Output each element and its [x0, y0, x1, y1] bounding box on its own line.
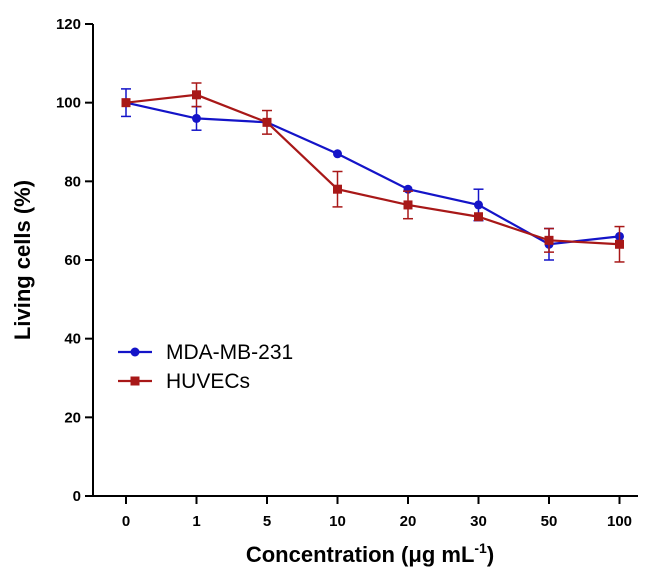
y-tick-label: 0 [73, 488, 81, 505]
legend: MDA-MB-231 HUVECs [118, 341, 293, 393]
y-tick-label: 80 [64, 173, 81, 190]
data-point [121, 98, 131, 108]
x-tick-label: 30 [470, 513, 487, 530]
y-tick-label: 60 [64, 252, 81, 269]
y-tick-label: 20 [64, 409, 81, 426]
legend-item-0: MDA-MB-231 [118, 341, 293, 364]
data-point [403, 200, 413, 210]
legend-label: MDA-MB-231 [166, 341, 293, 364]
data-point [333, 149, 342, 159]
x-tick-label: 100 [607, 513, 632, 530]
x-tick-label: 20 [400, 513, 417, 530]
y-tick-label: 100 [56, 95, 81, 112]
x-axis-title: Concentration (μg mL-1) [246, 540, 494, 567]
x-axis-title-main: Concentration (μg mL [246, 542, 475, 567]
y-tick-label: 40 [64, 331, 81, 348]
x-axis-title-superscript: -1 [474, 540, 487, 556]
series-1 [121, 82, 625, 263]
data-point [615, 239, 624, 249]
data-point [474, 212, 483, 222]
x-tick-label: 10 [329, 513, 346, 530]
data-point [333, 184, 342, 194]
data-point [474, 200, 483, 210]
data-point [262, 117, 272, 127]
axes: 0 20 40 60 80 100 120 0 1 5 10 20 30 50 100 [56, 16, 638, 530]
legend-label: HUVECs [166, 370, 250, 393]
y-tick-label: 120 [56, 16, 81, 33]
x-tick-label: 50 [541, 513, 558, 530]
data-point [192, 113, 201, 123]
data-point [192, 90, 201, 100]
legend-item-1: HUVECs [118, 370, 250, 393]
x-axis-title-close: ) [487, 542, 494, 567]
legend-marker [130, 347, 140, 357]
series-layer [121, 82, 625, 263]
x-tick-label: 0 [122, 513, 130, 530]
x-tick-label: 1 [192, 513, 200, 530]
legend-marker [130, 376, 140, 386]
y-axis-title: Living cells (%) [10, 180, 35, 340]
series-line [125, 101, 620, 246]
series-line [125, 93, 620, 246]
data-point [544, 235, 554, 245]
x-tick-label: 5 [263, 513, 271, 530]
